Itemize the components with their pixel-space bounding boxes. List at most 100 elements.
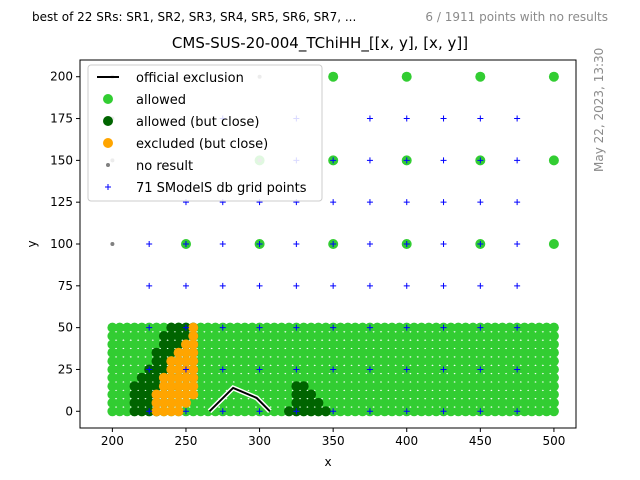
allowed-point bbox=[519, 364, 530, 375]
allowed-point bbox=[357, 331, 368, 341]
allowed-point bbox=[136, 347, 147, 358]
excluded-close-point bbox=[158, 406, 169, 417]
allowed-point bbox=[438, 397, 449, 408]
grid-point bbox=[366, 282, 373, 289]
allowed-point bbox=[203, 381, 213, 392]
allowed-point bbox=[225, 339, 236, 350]
allowed-point bbox=[519, 372, 530, 383]
x-tick-label: 250 bbox=[175, 434, 198, 448]
allowed-point bbox=[210, 322, 221, 333]
allowed-point bbox=[129, 356, 140, 367]
allowed-close-point bbox=[144, 381, 155, 392]
allowed-point bbox=[320, 381, 331, 392]
allowed-point bbox=[247, 347, 258, 358]
allowed-point bbox=[548, 356, 559, 367]
allowed-point bbox=[423, 389, 434, 400]
grid-point bbox=[330, 366, 337, 373]
allowed-point bbox=[519, 322, 530, 333]
allowed-point bbox=[504, 347, 515, 358]
allowed-point bbox=[423, 322, 434, 333]
allowed-point bbox=[107, 372, 118, 383]
allowed-point bbox=[460, 406, 471, 417]
allowed-point bbox=[409, 372, 420, 383]
allowed-point bbox=[526, 381, 537, 392]
allowed-close-point bbox=[136, 381, 147, 392]
allowed-close-point bbox=[291, 381, 302, 392]
allowed-point bbox=[217, 381, 228, 392]
allowed-point bbox=[284, 381, 294, 392]
allowed-close-point bbox=[136, 372, 147, 383]
allowed-point bbox=[512, 389, 523, 400]
allowed-point bbox=[269, 347, 280, 358]
allowed-point bbox=[475, 331, 486, 341]
allowed-close-point bbox=[166, 331, 177, 341]
allowed-point bbox=[379, 322, 390, 333]
allowed-point bbox=[526, 389, 537, 400]
allowed-point bbox=[320, 331, 331, 341]
grid-point bbox=[219, 241, 226, 247]
y-tick-label: 125 bbox=[50, 195, 73, 209]
allowed-point bbox=[151, 331, 162, 341]
allowed-point bbox=[453, 347, 464, 358]
allowed-close-point bbox=[298, 406, 309, 417]
allowed-point bbox=[195, 339, 206, 350]
allowed-point bbox=[261, 356, 272, 367]
allowed-point bbox=[438, 389, 449, 400]
allowed-point bbox=[122, 381, 133, 392]
allowed-point bbox=[114, 331, 125, 341]
allowed-point bbox=[364, 331, 375, 341]
allowed-point bbox=[482, 339, 493, 350]
grid-point bbox=[514, 282, 521, 289]
grid-point bbox=[219, 366, 226, 373]
allowed-point bbox=[342, 406, 353, 417]
excluded-close-point bbox=[181, 372, 191, 383]
grid-point bbox=[514, 408, 521, 415]
allowed-point bbox=[548, 406, 559, 417]
allowed-point bbox=[490, 397, 501, 408]
allowed-point bbox=[313, 372, 324, 383]
allowed-point bbox=[350, 347, 361, 358]
allowed-point bbox=[195, 322, 206, 333]
allowed-point bbox=[372, 339, 383, 350]
allowed-point bbox=[409, 356, 420, 367]
allowed-point bbox=[364, 356, 375, 367]
allowed-point bbox=[269, 364, 280, 375]
allowed-point bbox=[350, 397, 361, 408]
allowed-point bbox=[387, 372, 397, 383]
allowed-point bbox=[416, 322, 427, 333]
allowed-point bbox=[379, 364, 390, 375]
allowed-point bbox=[217, 347, 228, 358]
allowed-point bbox=[394, 322, 405, 333]
y-tick-label: 25 bbox=[58, 362, 73, 376]
allowed-point bbox=[548, 364, 559, 375]
allowed-point bbox=[210, 372, 221, 383]
excluded-close-point bbox=[166, 406, 177, 417]
allowed-point bbox=[401, 339, 412, 350]
allowed-point bbox=[350, 381, 361, 392]
allowed-point bbox=[261, 364, 272, 375]
allowed-point bbox=[431, 331, 442, 341]
allowed-point bbox=[453, 356, 464, 367]
allowed-point bbox=[394, 356, 405, 367]
allowed-point bbox=[276, 381, 287, 392]
allowed-point bbox=[247, 397, 258, 408]
allowed-point bbox=[122, 356, 133, 367]
excluded-close-point bbox=[181, 339, 191, 350]
allowed-point bbox=[284, 372, 294, 383]
allowed-point bbox=[122, 331, 133, 341]
allowed-point bbox=[328, 71, 339, 82]
allowed-point bbox=[328, 397, 339, 408]
allowed-point bbox=[416, 406, 427, 417]
allowed-point bbox=[548, 397, 559, 408]
allowed-point bbox=[107, 331, 118, 341]
grid-point bbox=[330, 282, 337, 289]
allowed-point bbox=[254, 339, 265, 350]
allowed-point bbox=[445, 364, 456, 375]
x-tick-label: 300 bbox=[248, 434, 271, 448]
allowed-point bbox=[387, 339, 397, 350]
allowed-point bbox=[504, 389, 515, 400]
allowed-point bbox=[387, 356, 397, 367]
allowed-point bbox=[482, 406, 493, 417]
allowed-point bbox=[107, 364, 118, 375]
allowed-point bbox=[445, 347, 456, 358]
